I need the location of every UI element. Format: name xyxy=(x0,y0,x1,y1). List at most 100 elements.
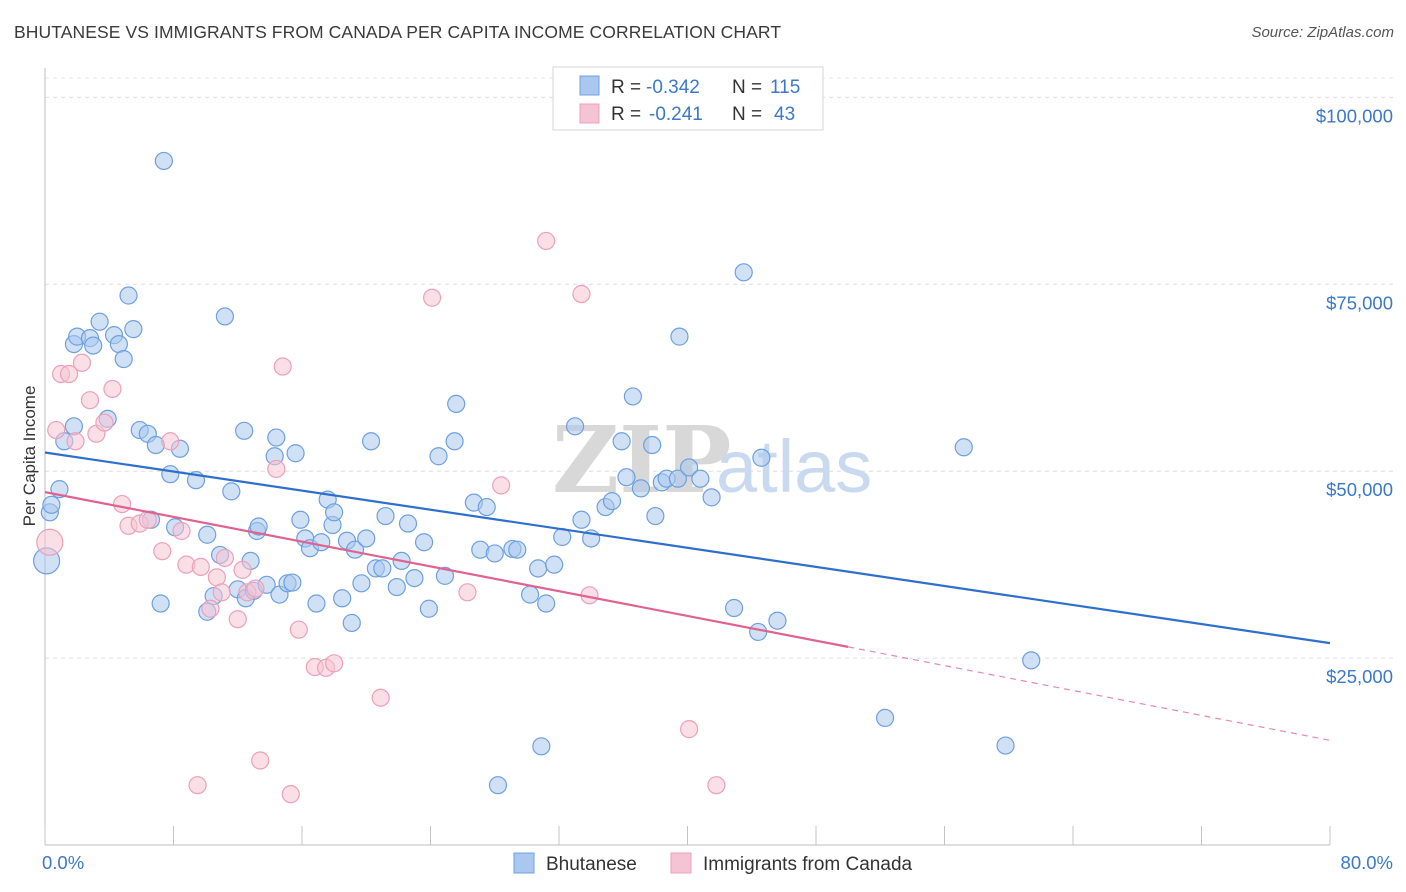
canada-point-3 xyxy=(59,364,79,384)
canada-point-10 xyxy=(112,494,132,514)
bhutanese-point-106 xyxy=(734,263,753,282)
bhutanese-point-86 xyxy=(545,555,564,574)
bhutanese-point-42 xyxy=(267,428,286,447)
bottom-legend-label-bhutanese: Bhutanese xyxy=(546,854,637,875)
bhutanese-point-103 xyxy=(680,458,699,477)
canada-point-30 xyxy=(273,357,292,376)
chart-title: BHUTANESE VS IMMIGRANTS FROM CANADA PER … xyxy=(14,22,782,42)
bhutanese-point-21 xyxy=(154,151,173,171)
bhutanese-point-63 xyxy=(373,559,392,578)
bhutanese-point-71 xyxy=(429,447,448,466)
bhutanese-point-107 xyxy=(749,622,768,642)
canada-point-32 xyxy=(289,620,308,639)
bhutanese-point-111 xyxy=(954,438,973,457)
bhutanese-point-101 xyxy=(668,469,687,488)
bhutanese-point-85 xyxy=(537,594,556,613)
bhutanese-point-77 xyxy=(477,497,496,517)
bhutanese-point-98 xyxy=(646,506,665,526)
canada-point-27 xyxy=(246,579,265,598)
bhutanese-point-110 xyxy=(875,708,895,728)
bhutanese-trend-line xyxy=(44,451,1331,645)
bhutanese-point-114 xyxy=(702,488,721,507)
y-tick-labels: $25,000 $50,000 $75,000 $100,000 xyxy=(1316,105,1393,687)
bhutanese-point-39 xyxy=(249,517,268,536)
bhutanese-point-51 xyxy=(312,533,331,552)
canada-point-44 xyxy=(707,776,726,795)
bhutanese-point-15 xyxy=(119,286,138,305)
bhutanese-point-60 xyxy=(357,529,376,548)
bhutanese-point-22 xyxy=(161,465,180,484)
canada-point-4 xyxy=(66,432,85,451)
legend-swatch-bhutanese xyxy=(579,75,600,96)
y-tick-label-0: $25,000 xyxy=(1326,666,1393,687)
bhutanese-point-47 xyxy=(291,510,310,529)
bhutanese-point-16 xyxy=(124,320,143,339)
bhutanese-point-67 xyxy=(398,514,418,533)
canada-point-35 xyxy=(325,654,344,673)
canada-point-38 xyxy=(458,583,477,602)
bhutanese-point-79 xyxy=(488,776,508,795)
canada-point-25 xyxy=(233,560,252,579)
canada-point-15 xyxy=(161,432,180,451)
canada-trend-line xyxy=(44,491,849,648)
legend-n-label-2: N = xyxy=(732,104,762,125)
bhutanese-point-55 xyxy=(333,589,352,608)
canada-point-36 xyxy=(371,688,390,707)
canada-point-22 xyxy=(212,583,231,602)
y-tick-label-1: $50,000 xyxy=(1326,479,1393,500)
bhutanese-point-32 xyxy=(222,482,241,501)
canada-point-16 xyxy=(172,521,191,541)
bhutanese-point-94 xyxy=(617,468,636,487)
bhutanese-point-50 xyxy=(307,594,326,613)
bottom-legend-label-canada: Immigrants from Canada xyxy=(703,854,913,875)
bhutanese-point-2 xyxy=(42,495,61,514)
canada-point-29 xyxy=(267,459,286,479)
canada-point-28 xyxy=(251,751,270,770)
canada-point-18 xyxy=(188,776,207,795)
legend: R = -0.342 N = 115 R = -0.241 N = 43 xyxy=(552,66,824,131)
canada-point-0 xyxy=(36,528,64,556)
bhutanese-point-72 xyxy=(435,566,455,585)
bhutanese-point-102 xyxy=(670,327,689,346)
canada-point-31 xyxy=(281,785,300,804)
bhutanese-point-61 xyxy=(361,432,381,451)
bhutanese-point-45 xyxy=(283,573,302,592)
canada-point-24 xyxy=(228,610,247,629)
bhutanese-point-59 xyxy=(352,574,371,593)
y-tick-label-2: $75,000 xyxy=(1326,292,1393,313)
watermark-atlas: atlas xyxy=(716,425,872,508)
data-points xyxy=(33,151,1041,804)
bottom-legend-swatch-canada xyxy=(670,852,692,874)
bhutanese-point-46 xyxy=(286,444,305,463)
canada-point-5 xyxy=(72,353,92,372)
canada-trend-line-extension xyxy=(848,646,1331,741)
bhutanese-point-97 xyxy=(643,435,662,455)
bhutanese-point-70 xyxy=(419,599,438,618)
chart-source: Source: ZipAtlas.com xyxy=(1251,24,1394,41)
canada-point-40 xyxy=(537,231,556,251)
canada-point-19 xyxy=(191,557,210,576)
canada-point-1 xyxy=(47,420,66,440)
canada-point-39 xyxy=(492,476,511,495)
legend-r-label-2: R = xyxy=(611,104,641,125)
legend-n-value-2: 43 xyxy=(774,104,795,125)
legend-r-value-1: -0.342 xyxy=(646,77,700,98)
bhutanese-point-54 xyxy=(325,503,344,522)
legend-swatch-canada xyxy=(579,103,600,124)
legend-r-label-1: R = xyxy=(611,77,641,98)
bottom-legend: Bhutanese Immigrants from Canada xyxy=(513,852,913,875)
canada-point-8 xyxy=(95,413,114,432)
canada-point-41 xyxy=(572,284,591,304)
bhutanese-point-83 xyxy=(529,559,548,578)
bhutanese-point-31 xyxy=(215,307,234,326)
bhutanese-point-92 xyxy=(602,491,622,511)
bhutanese-point-69 xyxy=(414,533,434,552)
bhutanese-point-14 xyxy=(114,349,133,369)
bhutanese-point-6 xyxy=(64,417,84,436)
canada-point-23 xyxy=(215,548,234,568)
bhutanese-point-108 xyxy=(752,448,771,467)
legend-n-label-1: N = xyxy=(732,77,762,98)
bhutanese-point-25 xyxy=(151,594,170,613)
canada-point-14 xyxy=(153,542,172,561)
